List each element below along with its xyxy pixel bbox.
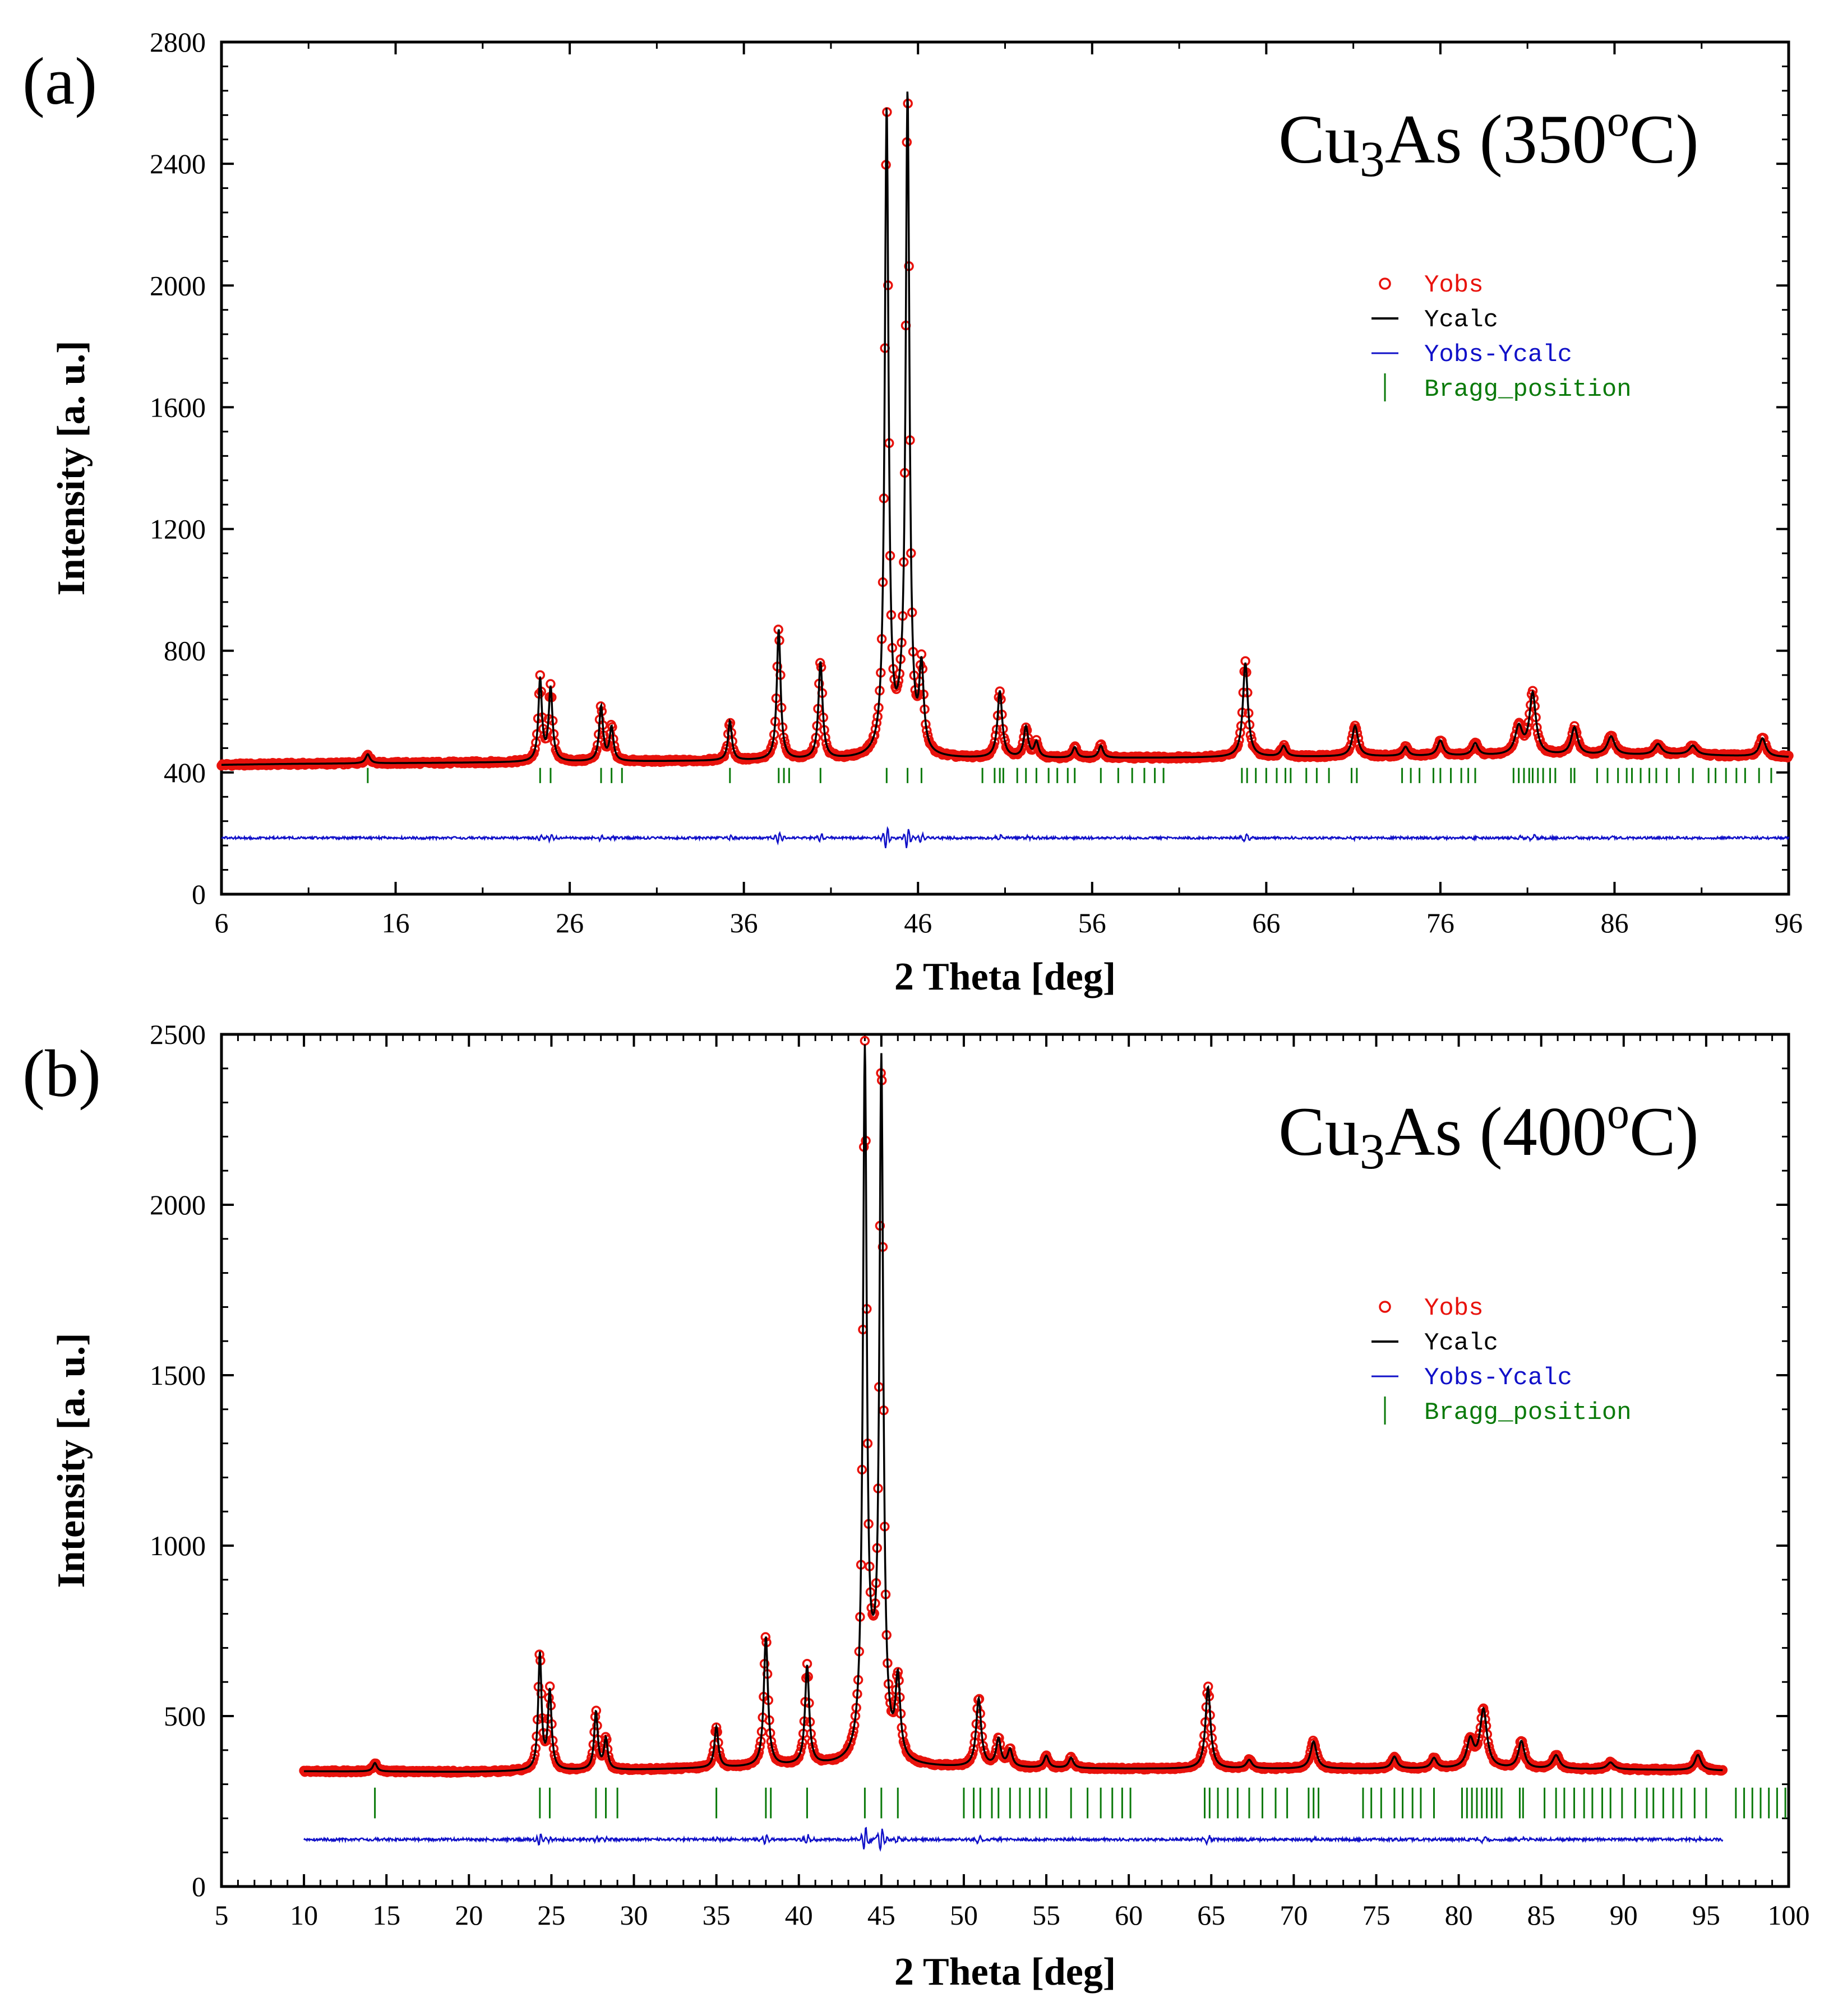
x-tick-label: 46 [904,907,932,938]
y-tick-label: 1000 [150,1530,206,1561]
x-tick-label: 55 [1032,1899,1060,1931]
y-tick-label: 400 [164,757,206,788]
y-tick-label: 0 [192,1871,206,1902]
x-tick-label: 35 [703,1899,731,1931]
legend-obs-marker [1379,1301,1391,1313]
legend-diff-label: Yobs-Ycalc [1424,341,1572,369]
legend-obs-label: Yobs [1424,1294,1484,1323]
difference-curve [221,826,1790,849]
x-axis-label: 2 Theta [deg] [894,1950,1116,1994]
x-tick-label: 80 [1445,1899,1473,1931]
panel-label: (b) [22,1036,101,1111]
x-tick-label: 25 [537,1899,565,1931]
x-tick-label: 40 [785,1899,813,1931]
x-tick-label: 96 [1775,907,1803,938]
x-tick-label: 50 [950,1899,978,1931]
compound-title-subscript: 3 [1360,1124,1385,1180]
x-tick-label: 16 [382,907,410,938]
calculated-curve [221,91,1789,766]
legend-bragg-label: Bragg_position [1424,376,1632,404]
legend-calc-label: Ycalc [1424,306,1498,334]
x-tick-label: 75 [1362,1899,1390,1931]
y-axis-label: Intensity [a. u.] [50,340,93,595]
x-tick-label: 85 [1527,1899,1555,1931]
y-tick-label: 1200 [150,514,206,545]
x-tick-label: 76 [1426,907,1454,938]
y-tick-label: 2400 [150,148,206,179]
x-tick-label: 15 [372,1899,400,1931]
y-tick-label: 2000 [150,270,206,301]
x-tick-label: 5 [215,1899,229,1931]
legend-calc-label: Ycalc [1424,1329,1498,1357]
y-tick-label: 2000 [150,1189,206,1220]
compound-title: Cu3As (400oC) [1278,1089,1699,1180]
legend-diff-label: Yobs-Ycalc [1424,1364,1572,1392]
x-tick-label: 65 [1197,1899,1225,1931]
y-tick-label: 1600 [150,391,206,423]
x-tick-label: 100 [1768,1899,1810,1931]
y-tick-label: 2500 [150,1019,206,1050]
x-tick-label: 26 [556,907,584,938]
y-tick-label: 800 [164,635,206,667]
legend: Yobs Ycalc Yobs-Ycalc Bragg_position [1371,271,1632,404]
x-axis-label: 2 Theta [deg] [894,955,1116,998]
panel-a: 6 16 26 36 46 56 66 76 86 96 0 400 800 1200 1600 2000 24… [22,26,1803,998]
x-tick-label: 90 [1610,1899,1638,1931]
x-tick-label: 60 [1115,1899,1143,1931]
compound-title-subscript: 3 [1360,132,1385,187]
legend-obs-label: Yobs [1424,271,1484,299]
compound-title-main: Cu [1278,101,1360,178]
compound-title-end: C) [1629,1093,1699,1170]
x-tick-label: 66 [1252,907,1280,938]
plot-frame [220,1033,1790,1888]
compound-title-superscript: o [1607,1089,1629,1138]
x-tick-label: 20 [455,1899,483,1931]
panel-b: 5 10 15 20 25 30 35 40 45 50 55 60 65 70 75 80 85 90 95 100… [22,1019,1810,1994]
legend: Yobs Ycalc Yobs-Ycalc Bragg_position [1371,1294,1632,1427]
compound-title-end: C) [1629,101,1699,178]
x-tick-label: 95 [1692,1899,1720,1931]
y-tick-label: 2800 [150,26,206,58]
x-tick-label: 86 [1600,907,1628,938]
x-tick-label: 10 [290,1899,318,1931]
calculated-curve [304,1044,1723,1773]
compound-title-main: Cu [1278,1093,1360,1170]
x-tick-label: 30 [620,1899,648,1931]
legend-bragg-label: Bragg_position [1424,1399,1632,1427]
compound-title-rest: As (350 [1385,101,1607,178]
x-tick-label: 36 [730,907,758,938]
x-tick-label: 45 [867,1899,895,1931]
y-tick-label: 500 [164,1700,206,1732]
x-tick-label: 56 [1078,907,1106,938]
y-tick-label: 0 [192,878,206,910]
x-tick-label: 70 [1280,1899,1308,1931]
legend-obs-marker [1379,278,1391,290]
compound-title: Cu3As (350oC) [1278,96,1699,187]
panel-label: (a) [22,44,97,118]
compound-title-superscript: o [1607,96,1629,146]
x-tick-label: 6 [215,907,229,938]
y-axis-label: Intensity [a. u.] [50,1333,93,1588]
y-tick-label: 1500 [150,1360,206,1391]
difference-curve [303,1827,1724,1852]
observed-points [216,98,1794,771]
compound-title-rest: As (400 [1385,1093,1607,1170]
